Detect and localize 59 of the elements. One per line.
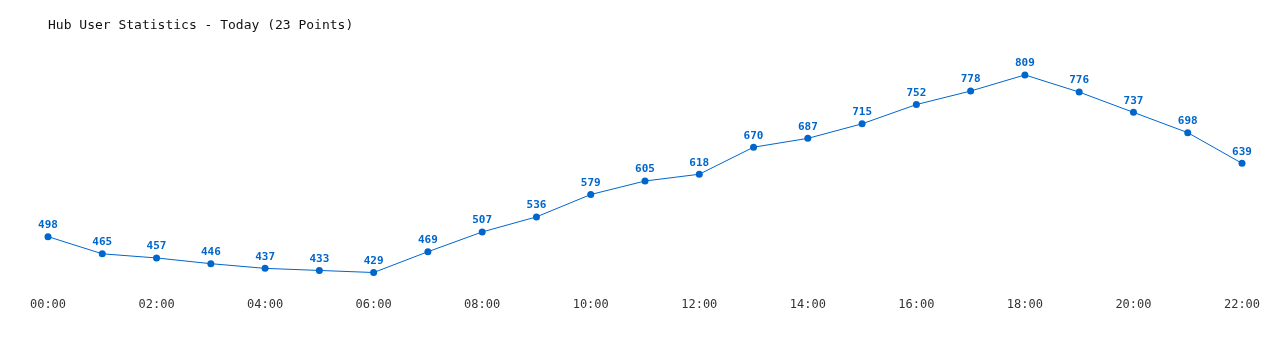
- data-label: 605: [635, 162, 655, 176]
- data-label: 737: [1123, 93, 1144, 107]
- data-label: 507: [472, 213, 493, 227]
- x-tick-label: 02:00: [138, 296, 175, 311]
- point: [1075, 88, 1083, 96]
- x-tick-label: 22:00: [1223, 296, 1261, 311]
- chart-title: Hub User Statistics - Today (23 Points): [48, 17, 354, 33]
- point: [750, 143, 758, 151]
- x-tick-label: 14:00: [789, 296, 826, 311]
- x-tick-label: 16:00: [898, 296, 935, 311]
- data-label: 536: [526, 198, 547, 212]
- point: [912, 101, 920, 109]
- point: [261, 264, 269, 272]
- point: [44, 233, 52, 241]
- x-tick-label: 20:00: [1115, 296, 1152, 311]
- point: [1129, 108, 1137, 116]
- data-label: 698: [1177, 114, 1198, 127]
- data-label: 465: [92, 235, 113, 249]
- data-label: 579: [580, 175, 601, 189]
- point: [153, 254, 161, 262]
- point: [207, 260, 215, 268]
- data-label: 687: [797, 119, 818, 133]
- data-label: 429: [363, 253, 384, 267]
- x-tick-label: 10:00: [572, 296, 609, 311]
- point: [424, 248, 432, 256]
- point: [315, 266, 323, 274]
- point: [370, 269, 378, 277]
- data-label: 437: [255, 249, 276, 263]
- data-label: 618: [689, 155, 710, 169]
- x-tick-label: 00:00: [29, 296, 67, 311]
- point: [1184, 129, 1192, 137]
- point: [967, 87, 975, 95]
- data-label: 498: [38, 218, 58, 231]
- point: [695, 170, 703, 178]
- x-tick-label: 06:00: [355, 296, 392, 311]
- x-tick-label: 04:00: [247, 296, 284, 311]
- data-label: 715: [852, 105, 873, 119]
- data-label: 469: [417, 233, 438, 247]
- x-tick-label: 18:00: [1006, 296, 1043, 311]
- data-label: 776: [1069, 73, 1090, 87]
- point: [1238, 159, 1246, 167]
- data-label: 670: [743, 128, 764, 142]
- data-label: 433: [309, 251, 330, 265]
- point: [1021, 71, 1029, 79]
- point: [98, 250, 106, 258]
- data-label: 457: [146, 239, 167, 253]
- data-label: 639: [1232, 144, 1252, 158]
- x-tick-label: 12:00: [681, 296, 718, 311]
- x-tick-label: 08:00: [464, 296, 501, 311]
- data-label: 778: [960, 72, 981, 86]
- point: [804, 134, 812, 142]
- point: [587, 191, 595, 199]
- data-label: 809: [1014, 56, 1035, 70]
- point: [478, 228, 486, 236]
- data-label: 446: [200, 245, 222, 259]
- point: [532, 213, 540, 221]
- data-label: 752: [906, 85, 927, 99]
- point: [858, 120, 866, 128]
- point: [641, 177, 649, 185]
